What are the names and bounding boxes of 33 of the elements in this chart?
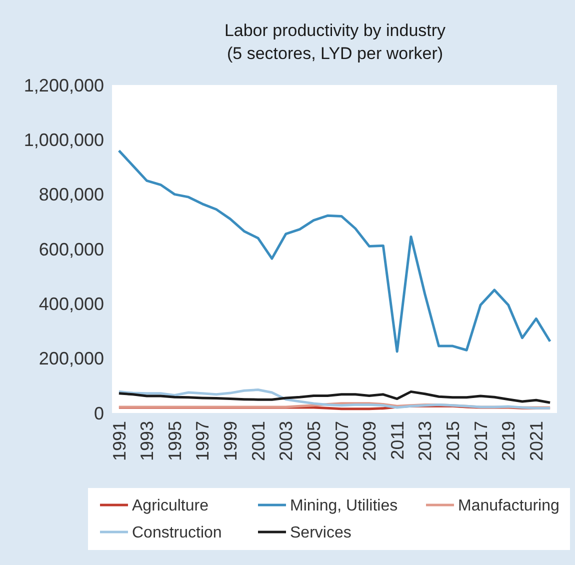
legend-label: Agriculture bbox=[132, 498, 209, 515]
x-tick-label: 1999 bbox=[220, 421, 241, 462]
x-tick-label: 2007 bbox=[332, 421, 352, 462]
y-tick-label: 600,000 bbox=[38, 239, 104, 260]
legend-label: Construction bbox=[132, 524, 222, 542]
x-tick-label: 2015 bbox=[443, 421, 464, 462]
legend-label: Services bbox=[290, 524, 352, 542]
x-tick-label: 1991 bbox=[109, 421, 130, 462]
y-tick-label: 400,000 bbox=[38, 294, 104, 314]
y-tick-label: 1,200,000 bbox=[24, 75, 104, 96]
chart-title: Labor productivity by industry bbox=[224, 21, 446, 40]
chart-subtitle: (5 sectores, LYD per worker) bbox=[226, 44, 444, 63]
x-tick-label: 2021 bbox=[526, 421, 546, 462]
line-series bbox=[118, 149, 552, 353]
y-tick-label: 0 bbox=[94, 403, 104, 424]
y-tick-label: 800,000 bbox=[38, 184, 104, 205]
x-tick-label: 2019 bbox=[498, 421, 519, 462]
x-tick-label: 2003 bbox=[276, 421, 296, 462]
x-tick-label: 2013 bbox=[415, 421, 436, 462]
x-tick-label: 1995 bbox=[164, 421, 185, 462]
x-tick-label: 1993 bbox=[137, 421, 158, 462]
x-tick-label: 2009 bbox=[360, 421, 380, 462]
x-tick-label: 1997 bbox=[192, 421, 213, 462]
y-tick-label: 1,000,000 bbox=[24, 130, 104, 150]
legend-label: Manufacturing bbox=[458, 498, 560, 515]
x-tick-label: 2011 bbox=[387, 421, 408, 460]
x-tick-label: 2005 bbox=[304, 421, 324, 462]
x-tick-label: 2017 bbox=[470, 421, 491, 462]
x-tick-label: 2001 bbox=[248, 421, 268, 462]
line-series bbox=[118, 388, 552, 410]
line-series bbox=[118, 390, 552, 404]
y-tick-label: 200,000 bbox=[38, 348, 104, 369]
legend-label: Mining, Utilities bbox=[290, 498, 398, 515]
